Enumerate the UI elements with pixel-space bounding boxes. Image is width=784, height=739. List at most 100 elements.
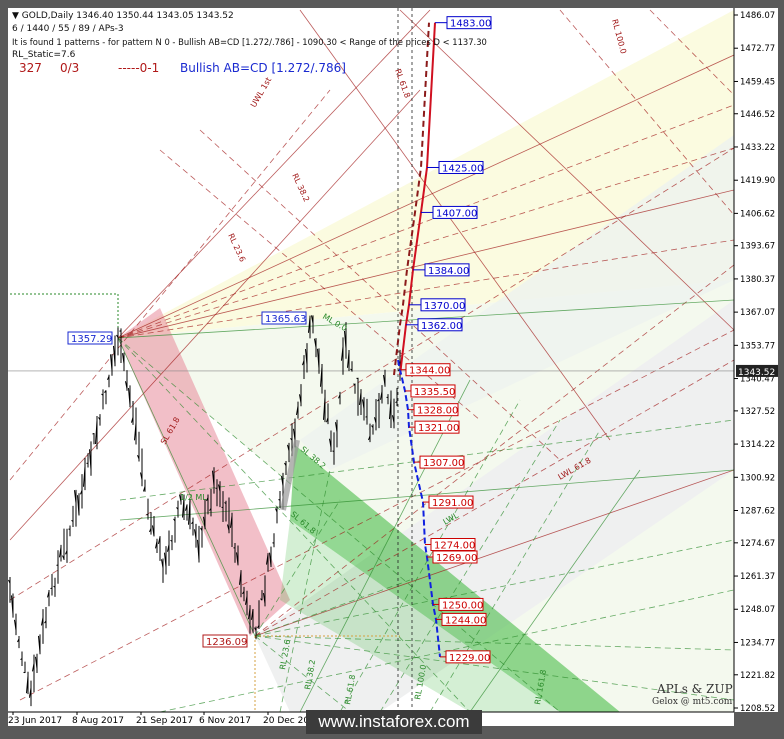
price-bar-tick (371, 425, 374, 428)
red-fork-line (199, 129, 561, 461)
price-bar-tick (347, 351, 350, 368)
red-fork-line (254, 264, 734, 637)
price-bar-tick (161, 559, 164, 569)
price-bar-tick (182, 497, 185, 518)
target-down-label: 1321.00 (418, 423, 459, 434)
pivot-label: 1236.09 (206, 637, 247, 648)
price-bar-tick (197, 539, 200, 561)
price-bar-tick (29, 687, 32, 698)
price-bar-tick (380, 391, 383, 400)
green-fork-line (119, 469, 734, 521)
price-axis-label: 1446.52 (740, 110, 775, 120)
price-bar-tick (44, 620, 47, 624)
count-b: 0/3 (60, 61, 80, 75)
price-bar-tick (224, 502, 227, 505)
price-bar-tick (26, 675, 29, 694)
price-axis-label: 1300.92 (740, 473, 775, 483)
price-axis-label: 1367.07 (740, 308, 775, 318)
price-bar-tick (80, 490, 83, 495)
price-axis-label: 1234.77 (740, 638, 775, 648)
price-axis-label: 1459.45 (740, 77, 775, 87)
price-bar-tick (251, 609, 254, 620)
price-bar-tick (107, 375, 110, 380)
price-bar-tick (299, 394, 302, 404)
green-fork-line (279, 469, 331, 712)
target-down-box (428, 495, 474, 509)
green-fork-line (117, 337, 561, 712)
brand-banner[interactable]: www.instaforex.com (306, 710, 482, 734)
price-bar-tick (17, 638, 20, 643)
price-bar-tick (146, 513, 149, 516)
fork-line-label: 1/2 ML (180, 493, 207, 502)
target-down-label: 1269.00 (436, 553, 477, 564)
price-bar-tick (140, 472, 143, 480)
price-bar-tick (284, 462, 287, 466)
time-axis-label: 23 Jun 2017 (8, 716, 62, 726)
target-up-box (438, 160, 484, 174)
price-bar-tick (362, 399, 365, 409)
rl-static: RL_Static=7.6 (12, 50, 76, 60)
symbol-text: GOLD,Daily 1346.40 1350.44 1343.05 1343.… (21, 11, 234, 21)
price-bar-tick (200, 527, 203, 531)
price-bar-tick (137, 454, 140, 460)
price-bar-tick (188, 499, 191, 525)
red-fork-line (254, 469, 734, 637)
price-bar-tick (296, 405, 299, 415)
watermark-subtitle: Gelox @ mt5.com (652, 697, 733, 707)
target-down-box (432, 550, 478, 564)
price-bar-tick (194, 529, 197, 539)
price-bar-tick (230, 515, 233, 528)
price-axis-label: 1287.62 (740, 506, 775, 516)
target-up-box (420, 298, 466, 312)
count-a: 327 (19, 61, 42, 75)
target-down-label: 1328.00 (417, 406, 458, 417)
price-bar-tick (176, 507, 179, 510)
target-up-box (446, 16, 492, 30)
price-bar-tick (395, 401, 398, 404)
pivot-box (67, 331, 113, 345)
price-bar-tick (314, 338, 317, 348)
red-fork-line (9, 89, 421, 541)
red-fork-line (117, 147, 734, 339)
price-bar-tick (305, 348, 308, 365)
target-up-label: 1384.00 (428, 266, 469, 277)
red-fork-line (559, 9, 734, 216)
price-bar-tick (110, 354, 113, 371)
price-bar-tick (338, 394, 341, 399)
price-bar-tick (350, 368, 353, 371)
price-bar-tick (281, 476, 284, 486)
pink-channel (118, 308, 290, 636)
price-axis-label: 1261.37 (740, 572, 775, 582)
price-bar-tick (143, 486, 146, 492)
price-bar-tick (383, 374, 386, 386)
price-bar-tick (275, 508, 278, 513)
red-fork-line (254, 359, 734, 637)
target-down-label: 1229.00 (449, 653, 490, 664)
bear-target-path (397, 359, 441, 657)
price-bar-tick (98, 417, 101, 421)
bull-target-path-alt (393, 22, 430, 376)
price-axis-label: 1393.67 (740, 242, 775, 252)
green-fork-line (254, 499, 341, 637)
red-fork-line (117, 239, 734, 339)
price-axis-label: 1406.62 (740, 209, 775, 219)
time-axis-label: 21 Sep 2017 (136, 716, 193, 726)
price-bar-tick (377, 398, 380, 402)
price-bar-tick (65, 550, 68, 555)
price-bar-tick (203, 516, 206, 529)
green-fork-line (339, 399, 521, 712)
green-fork-line (429, 429, 601, 712)
price-bar-tick (308, 317, 311, 333)
red-fork-line (399, 9, 734, 331)
pattern-name: Bullish AB=CD [1.272/.786] (180, 61, 346, 75)
green-fork-line (299, 379, 471, 712)
price-bar-tick (212, 470, 215, 486)
target-down-label: 1274.00 (434, 541, 475, 552)
price-bar-tick (113, 345, 116, 365)
green-fork-line (254, 635, 734, 701)
price-bar-tick (101, 393, 104, 396)
target-down-label: 1291.00 (432, 498, 473, 509)
red-fork-line (117, 9, 431, 339)
